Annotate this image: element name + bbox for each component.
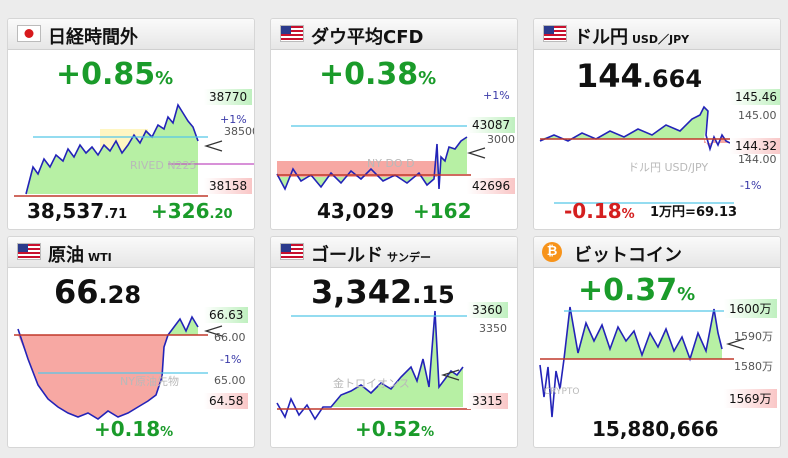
high-tag: 38770 (204, 89, 253, 105)
pct-down-label: -1% (740, 179, 762, 192)
change-abs: +326.20 (151, 199, 233, 223)
high-tag: 66.63 (204, 307, 249, 323)
ref-label: 3000 (487, 133, 515, 146)
us-flag-icon (280, 25, 304, 42)
change-percent: +0.85% (56, 57, 174, 92)
price-chart (534, 267, 780, 447)
high-tag: 1600万 (724, 299, 777, 318)
pct-down-label: -1% (220, 353, 242, 366)
price-value: 3,342.15 (311, 273, 455, 311)
ref-label-2: 144.00 (738, 153, 777, 166)
change-abs: +162 (413, 199, 472, 223)
low-tag: 3315 (467, 393, 508, 409)
chart-watermark: ドル円 USD/JPY (628, 161, 709, 174)
nikkei-card[interactable]: 日経時間外 +0.85% 38770 +1% 38500 RIVED N225 … (7, 18, 255, 230)
pct-up-label: +1% (483, 89, 510, 102)
low-tag: 64.58 (204, 393, 249, 409)
ref-label: 3350 (479, 322, 507, 335)
price-value: 66.28 (54, 273, 142, 311)
card-header: ドル円 USD／JPY (534, 19, 780, 50)
chart-watermark: NY原油先物 (120, 375, 179, 388)
usdjpy-card[interactable]: ドル円 USD／JPY 144.664 145.46 145.00 144.32 … (533, 18, 781, 230)
card-header: ダウ平均CFD (271, 19, 517, 50)
card-title: ゴールド サンデー (311, 245, 431, 266)
price-chart (271, 49, 517, 229)
us-flag-icon (17, 243, 41, 260)
price-value: 144.664 (576, 57, 703, 95)
price-value: 15,880,666 (592, 417, 719, 441)
chart-watermark: RIVED N225 (130, 159, 197, 172)
card-header: 原油 WTI (8, 237, 254, 268)
high-tag: 43087 (467, 117, 516, 133)
card-title: ビットコイン (574, 245, 682, 266)
price-chart (8, 267, 254, 447)
low-tag: 42696 (467, 178, 516, 194)
ref-label: 1590万 (734, 330, 773, 343)
change-percent: -0.18% (564, 199, 635, 223)
crude-oil-card[interactable]: 原油 WTI 66.28 66.63 66.00 -1% 65.00 NY原油先物… (7, 236, 255, 448)
card-title: ドル円 USD／JPY (574, 27, 690, 48)
change-percent: +0.37% (578, 273, 696, 308)
chart-watermark: NY DO D (367, 157, 415, 170)
change-percent: +0.52% (355, 417, 435, 441)
ref-label: 38500 (224, 125, 254, 138)
price-chart (271, 267, 517, 447)
gold-card[interactable]: ゴールド サンデー 3,342.15 3360 3350 金トロイオンス 3315… (270, 236, 518, 448)
chart-watermark: CRYPTO (544, 387, 580, 397)
ref-label-2: 1580万 (734, 360, 773, 373)
dow-card[interactable]: ダウ平均CFD +0.38% +1% 43087 3000 NY DO D 42… (270, 18, 518, 230)
price-value: 43,029 (317, 199, 395, 223)
pct-up-label: +1% (220, 113, 247, 126)
us-flag-icon (543, 25, 567, 42)
change-percent: +0.38% (319, 57, 437, 92)
card-header: ゴールド サンデー (271, 237, 517, 268)
ref-label: 66.00 (214, 331, 246, 344)
bitcoin-icon: ₿ (542, 242, 562, 262)
card-title: 日経時間外 (48, 27, 138, 48)
jp-flag-icon (17, 25, 41, 42)
card-title: ダウ平均CFD (311, 27, 424, 48)
high-tag: 145.46 (730, 89, 780, 105)
chart-watermark: 金トロイオンス (333, 377, 410, 390)
low-tag: 1569万 (724, 389, 777, 408)
price-value: 38,537.71 (27, 199, 128, 223)
us-flag-icon (280, 243, 304, 260)
low-tag: 38158 (204, 178, 253, 194)
card-header: ₿ ビットコイン (534, 237, 780, 268)
ref-label: 145.00 (738, 109, 777, 122)
bitcoin-card[interactable]: ₿ ビットコイン +0.37% 1600万 1590万 1580万 CRYPTO… (533, 236, 781, 448)
ref-label-2: 65.00 (214, 374, 246, 387)
card-header: 日経時間外 (8, 19, 254, 50)
low-tag: 144.32 (730, 138, 780, 154)
yen-conversion: 1万円=69.13 (650, 205, 738, 220)
price-chart (8, 49, 254, 229)
high-tag: 3360 (467, 302, 508, 318)
change-percent: +0.18% (94, 417, 174, 441)
card-title: 原油 WTI (48, 245, 112, 266)
